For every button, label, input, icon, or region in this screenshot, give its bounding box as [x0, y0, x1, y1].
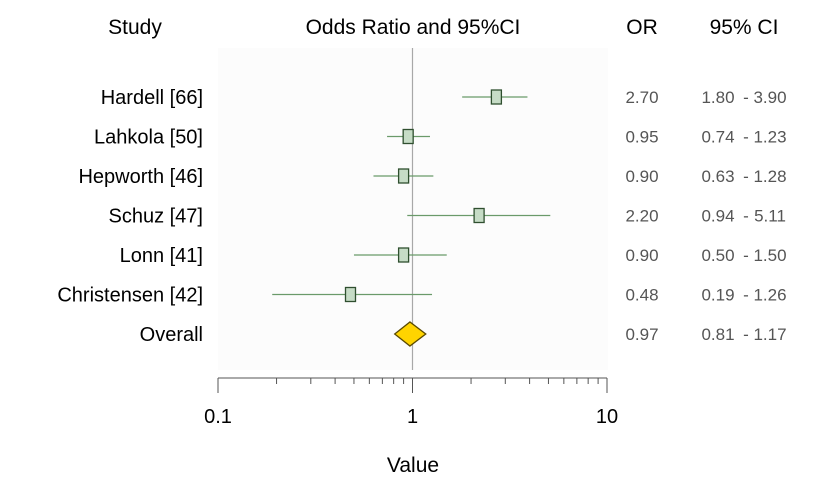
- or-value: 0.95: [625, 128, 658, 147]
- or-marker: [473, 207, 485, 224]
- study-label: Hepworth [46]: [78, 166, 203, 188]
- ci-separator: -: [743, 207, 749, 226]
- or-marker: [344, 286, 357, 303]
- or-value: 0.48: [625, 286, 658, 305]
- ci-separator: -: [743, 88, 749, 107]
- x-tick-label: 10: [596, 406, 618, 428]
- or-value: 2.70: [625, 88, 658, 107]
- overall-diamond: [393, 321, 427, 347]
- ci-upper-value: 1.28: [753, 167, 786, 186]
- or-marker: [397, 168, 410, 184]
- ci-upper-value: 1.26: [753, 286, 786, 305]
- study-label: Lonn [41]: [120, 245, 203, 267]
- or-value: 2.20: [625, 207, 658, 226]
- ci-lower-value: 1.80: [701, 88, 734, 107]
- study-label: Schuz [47]: [108, 206, 203, 228]
- ci-lower-value: 0.63: [701, 167, 734, 186]
- ci-lower-value: 0.19: [701, 286, 734, 305]
- or-marker: [402, 128, 414, 145]
- overall-or-value: 0.97: [625, 325, 658, 344]
- ci-upper-value: 3.90: [753, 88, 786, 107]
- ci-separator: -: [743, 128, 749, 147]
- ci-lower-value: 0.50: [701, 246, 734, 265]
- header-study: Study: [108, 16, 162, 39]
- header-ci: 95% CI: [710, 16, 779, 39]
- overall-ci-separator: -: [743, 325, 749, 344]
- overall-label: Overall: [140, 324, 203, 346]
- header-plot: Odds Ratio and 95%CI: [306, 16, 521, 39]
- study-label: Lahkola [50]: [94, 127, 203, 149]
- or-value: 0.90: [625, 246, 658, 265]
- ci-lower-value: 0.94: [701, 207, 734, 226]
- overall-ci-lower-value: 0.81: [701, 325, 734, 344]
- ci-separator: -: [743, 286, 749, 305]
- ci-separator: -: [743, 167, 749, 186]
- or-value: 0.90: [625, 167, 658, 186]
- ci-lower-value: 0.74: [701, 128, 734, 147]
- ci-upper-value: 1.50: [753, 246, 786, 265]
- ci-upper-value: 1.23: [753, 128, 786, 147]
- study-label: Hardell [66]: [101, 87, 203, 109]
- x-tick-label: 0.1: [204, 406, 232, 428]
- study-label: Christensen [42]: [57, 285, 203, 307]
- or-marker: [490, 89, 503, 105]
- ci-upper-value: 5.11: [754, 207, 786, 226]
- or-marker: [397, 247, 410, 263]
- overall-ci-upper-value: 1.17: [753, 325, 786, 344]
- header-or: OR: [626, 16, 658, 39]
- ci-separator: -: [743, 246, 749, 265]
- x-axis-label: Value: [387, 454, 439, 477]
- x-tick-label: 1: [407, 406, 418, 428]
